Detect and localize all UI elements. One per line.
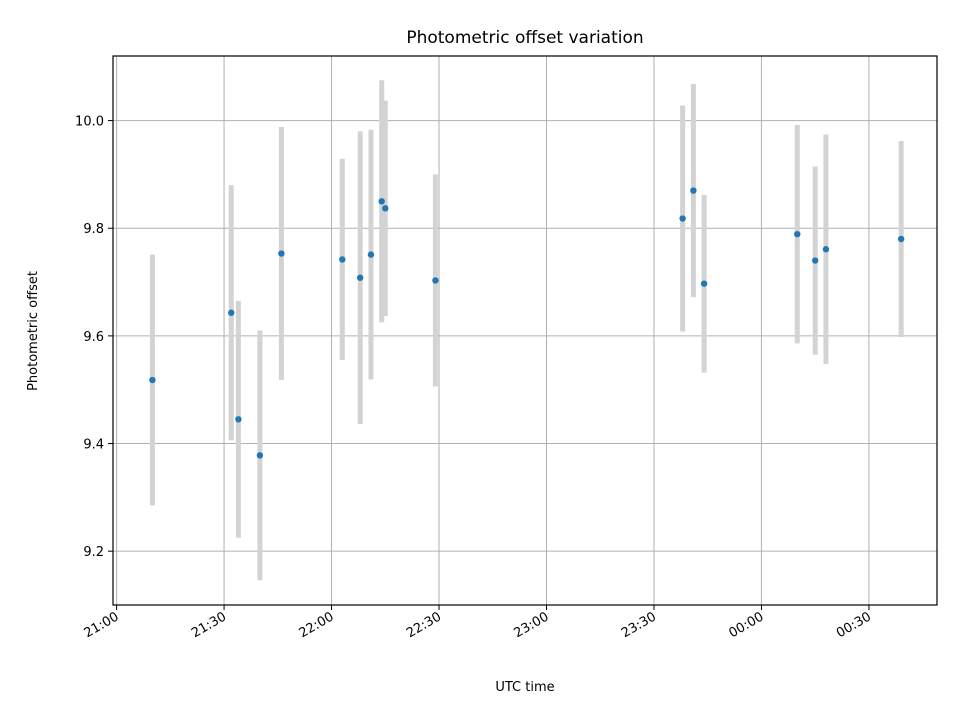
chart-title: Photometric offset variation — [406, 28, 643, 48]
data-point — [235, 416, 242, 423]
grid — [113, 56, 937, 605]
y-tick-label: 9.2 — [83, 545, 104, 560]
data-point — [149, 376, 156, 384]
data-point — [339, 256, 346, 263]
x-axis-label: UTC time — [495, 680, 554, 695]
data-point — [278, 250, 285, 257]
data-point — [690, 187, 697, 194]
data-points — [149, 187, 905, 459]
y-axis: 9.2 9.4 9.6 9.8 10.0 — [75, 115, 113, 560]
data-point — [357, 274, 364, 281]
data-point — [794, 230, 801, 238]
y-tick-label: 10.0 — [75, 115, 104, 130]
y-tick-label: 9.8 — [83, 222, 104, 237]
data-point — [700, 280, 708, 287]
data-point — [367, 251, 375, 258]
data-point — [822, 246, 830, 253]
data-point — [378, 198, 385, 205]
data-point — [382, 205, 389, 212]
plot-frame — [112, 55, 938, 606]
data-point — [897, 235, 905, 243]
data-point — [432, 277, 439, 284]
y-tick-label: 9.4 — [83, 438, 104, 453]
data-point — [679, 215, 686, 222]
data-point — [228, 309, 235, 316]
data-point — [811, 257, 819, 264]
data-point — [256, 452, 264, 459]
y-tick-label: 9.6 — [83, 330, 104, 345]
y-axis-label: Photometric offset — [26, 271, 41, 391]
